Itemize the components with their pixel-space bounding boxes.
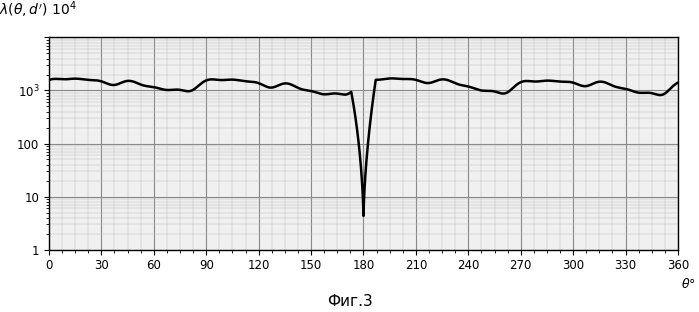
Text: $\lambda(\theta, d^{\prime})$ $10^4$: $\lambda(\theta, d^{\prime})$ $10^4$ xyxy=(0,0,77,21)
Text: $\theta°$: $\theta°$ xyxy=(681,277,696,291)
Text: Фиг.3: Фиг.3 xyxy=(326,294,373,309)
